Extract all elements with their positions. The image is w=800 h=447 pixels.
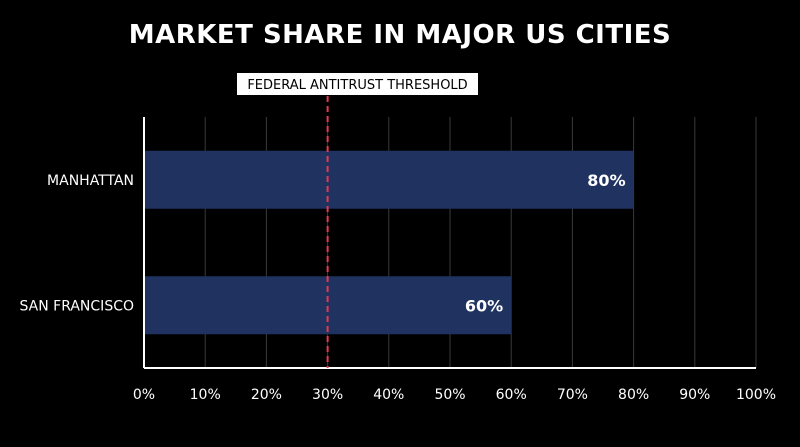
chart-title: MARKET SHARE IN MAJOR US CITIES — [128, 20, 672, 50]
x-tick-label-40: 40% — [373, 387, 404, 403]
threshold-label-box — [237, 73, 478, 95]
x-tick-label-30: 30% — [312, 387, 343, 403]
x-tick-label-20: 20% — [251, 387, 282, 403]
x-tick-label-80: 80% — [618, 387, 649, 403]
bar-layer: 80% 60% — [144, 150, 634, 335]
x-tick-label-100: 100% — [736, 387, 776, 403]
x-tick-label-70: 70% — [557, 387, 588, 403]
x-tick-label-0: 0% — [133, 387, 155, 403]
value-label-manhattan: 80% — [587, 171, 625, 190]
axis-layer: MANHATTAN SAN FRANCISCO 0% 10% 20% 30% 40% 50% 6… — [20, 117, 776, 403]
bar-san-francisco — [144, 276, 512, 335]
x-tick-label-90: 90% — [679, 387, 710, 403]
x-tick-label-10: 10% — [190, 387, 221, 403]
value-label-san-francisco: 60% — [465, 296, 503, 315]
bar-manhattan — [144, 150, 634, 209]
threshold-layer: FEDERAL ANTITRUST THRESHOLD — [237, 73, 478, 368]
x-tick-label-50: 50% — [434, 387, 465, 403]
category-label-manhattan: MANHATTAN — [47, 173, 134, 189]
x-tick-label-60: 60% — [496, 387, 527, 403]
category-label-san-francisco: SAN FRANCISCO — [20, 298, 135, 314]
threshold-label: FEDERAL ANTITRUST THRESHOLD — [247, 78, 467, 93]
